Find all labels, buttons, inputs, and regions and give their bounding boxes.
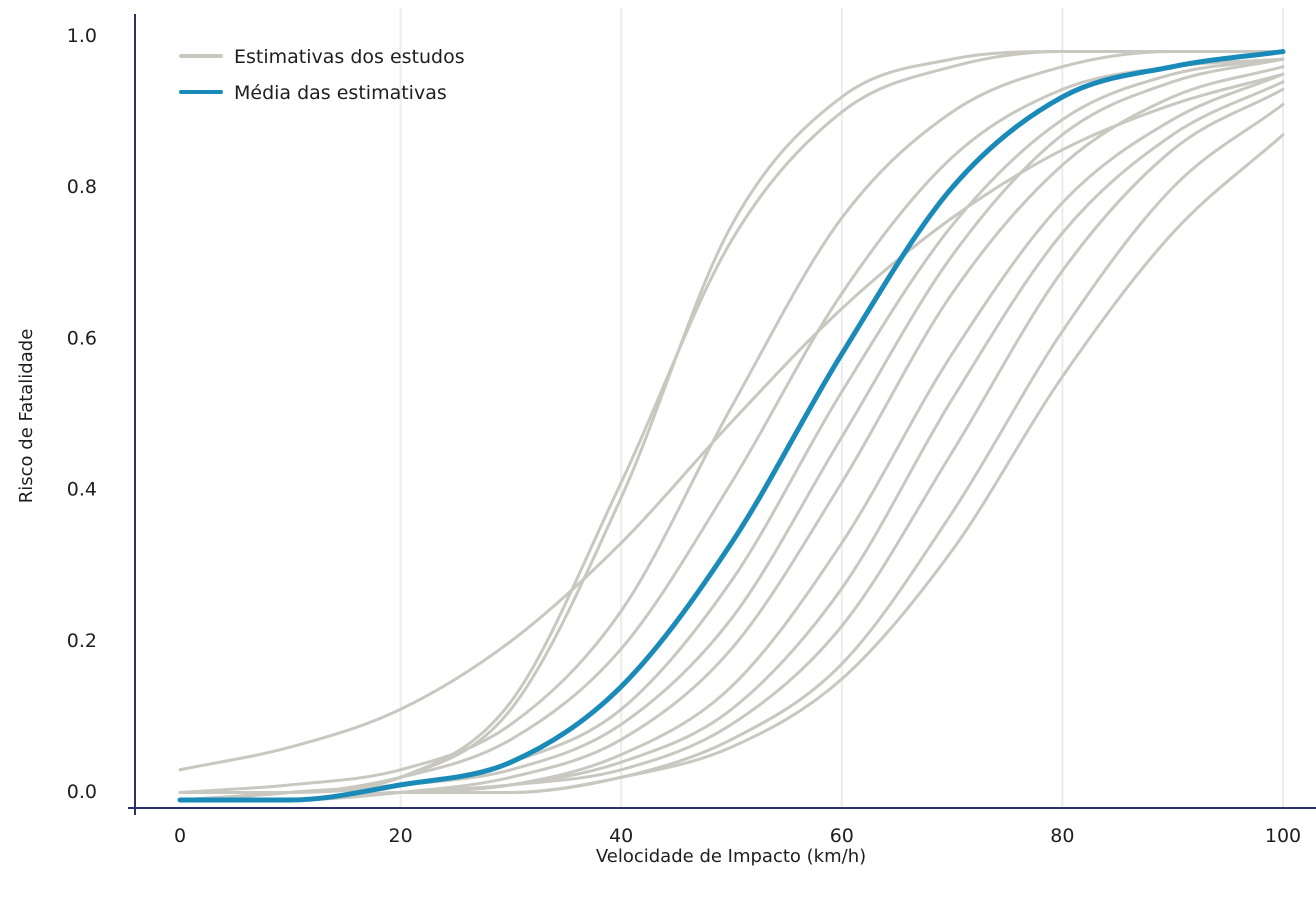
y-axis-title: Risco de Fatalidade <box>16 329 37 504</box>
legend-label-studies: Estimativas dos estudos <box>234 46 465 68</box>
x-gridlines <box>399 8 1284 808</box>
axes <box>128 14 1316 815</box>
study-estimate-lines <box>178 50 1285 802</box>
study-estimate-line <box>178 133 1285 802</box>
x-tick-label: 0 <box>174 825 186 847</box>
x-tick-label: 80 <box>1050 825 1074 847</box>
x-tick-label: 100 <box>1265 825 1301 847</box>
study-estimate-line <box>178 102 1285 802</box>
y-tick-labels: 0.0 0.2 0.4 0.6 0.8 1.0 <box>67 25 97 803</box>
study-estimate-line <box>178 57 1285 794</box>
x-tick-label: 40 <box>609 825 633 847</box>
x-tick-label: 20 <box>389 825 413 847</box>
y-tick-label: 1.0 <box>67 25 97 47</box>
legend-label-mean: Média das estimativas <box>234 82 447 104</box>
y-tick-label: 0.0 <box>67 781 97 803</box>
y-tick-label: 0.2 <box>67 630 97 652</box>
mean-estimate-line <box>177 49 1286 803</box>
study-estimate-line <box>178 72 1285 802</box>
study-estimate-line <box>178 87 1285 802</box>
x-axis-title: Velocidade de Impacto (km/h) <box>596 846 866 867</box>
study-estimate-line <box>178 80 1285 802</box>
study-estimate-line <box>178 57 1285 794</box>
study-estimate-line <box>178 57 1285 802</box>
x-tick-label: 60 <box>830 825 854 847</box>
y-tick-label: 0.6 <box>67 327 97 349</box>
y-tick-label: 0.8 <box>67 176 97 198</box>
mean-estimate-line-group <box>177 49 1286 803</box>
study-estimate-line <box>178 72 1285 772</box>
x-tick-labels: 0 20 40 60 80 100 <box>174 825 1301 847</box>
study-estimate-line <box>178 50 1285 794</box>
y-tick-label: 0.4 <box>67 479 97 501</box>
legend: Estimativas dos estudos Média das estima… <box>179 46 465 104</box>
